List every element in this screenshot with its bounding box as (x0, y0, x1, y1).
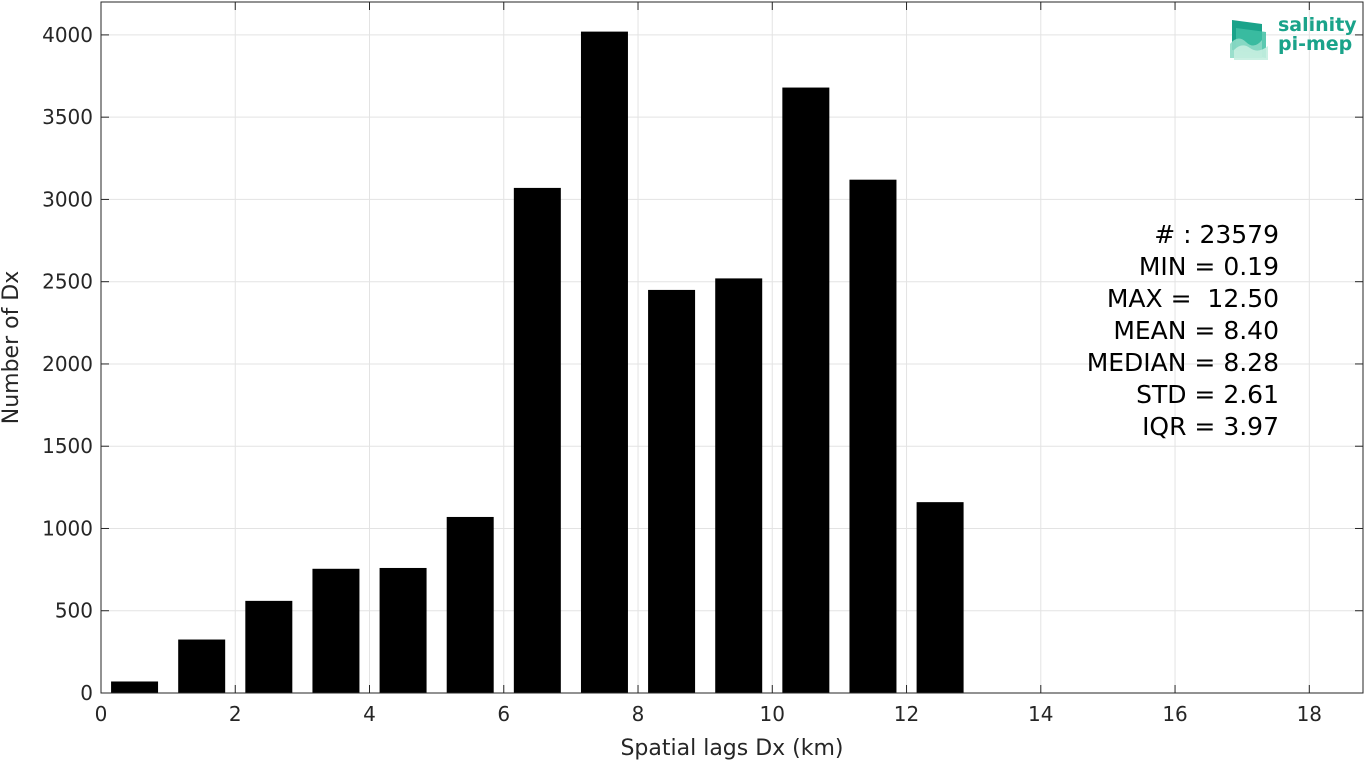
logo-line-1: salinity (1278, 14, 1357, 36)
stat-iqr: IQR = 3.97 (1142, 412, 1279, 441)
histogram-bar (178, 639, 226, 693)
histogram-bar (513, 187, 561, 693)
stat-count: # : 23579 (1154, 220, 1279, 249)
y-tick-label: 1500 (42, 434, 93, 458)
bars (111, 31, 964, 694)
y-tick-label: 0 (80, 681, 93, 705)
stat-max: MAX = 12.50 (1106, 284, 1279, 313)
histogram-bar (580, 31, 628, 694)
histogram-bar (312, 568, 360, 693)
x-tick-label: 10 (760, 702, 785, 726)
y-tick-label: 3500 (42, 105, 93, 129)
histogram-bar (648, 289, 696, 693)
x-tick-label: 14 (1028, 702, 1053, 726)
stat-min: MIN = 0.19 (1138, 252, 1279, 281)
x-tick-label: 16 (1162, 702, 1187, 726)
x-tick-label: 18 (1297, 702, 1322, 726)
y-tick-label: 3000 (42, 187, 93, 211)
waves-logo-icon (1230, 20, 1268, 60)
statistics-box: # : 23579 MIN = 0.19 MAX = 12.50 MEAN = 8.4… (1087, 219, 1279, 443)
histogram-bar (245, 600, 293, 693)
logo-line-2: pi-mep (1278, 33, 1353, 55)
x-tick-label: 6 (497, 702, 510, 726)
histogram-bar (849, 179, 897, 693)
histogram-bar (446, 516, 494, 693)
histogram-bar (916, 502, 964, 693)
histogram-bar (111, 681, 159, 693)
stat-median: MEDIAN = 8.28 (1086, 348, 1279, 377)
stat-mean: MEAN = 8.40 (1113, 316, 1279, 345)
y-axis-label: Number of Dx (0, 271, 24, 425)
x-tick-label: 4 (363, 702, 376, 726)
x-axis-label: Spatial lags Dx (km) (620, 736, 843, 761)
y-tick-label: 500 (55, 599, 93, 623)
ticks: 0 2 4 6 8 10 12 14 16 18 0 500 1000 1500 2000 2500 3000 3… (42, 2, 1363, 726)
y-tick-label: 2000 (42, 352, 93, 376)
axes-box (100, 1, 1364, 694)
y-tick-label: 1000 (42, 516, 93, 540)
x-tick-label: 0 (95, 702, 108, 726)
x-tick-label: 8 (632, 702, 645, 726)
histogram-bar (715, 278, 763, 693)
x-tick-label: 2 (229, 702, 242, 726)
stat-std: STD = 2.61 (1136, 380, 1279, 409)
histogram-bar (782, 87, 830, 694)
salinity-pimep-logo: salinity pi-mep (1228, 14, 1358, 64)
y-tick-label: 4000 (42, 23, 93, 47)
histogram-bar (379, 567, 427, 693)
x-tick-label: 12 (894, 702, 919, 726)
y-tick-label: 2500 (42, 270, 93, 294)
